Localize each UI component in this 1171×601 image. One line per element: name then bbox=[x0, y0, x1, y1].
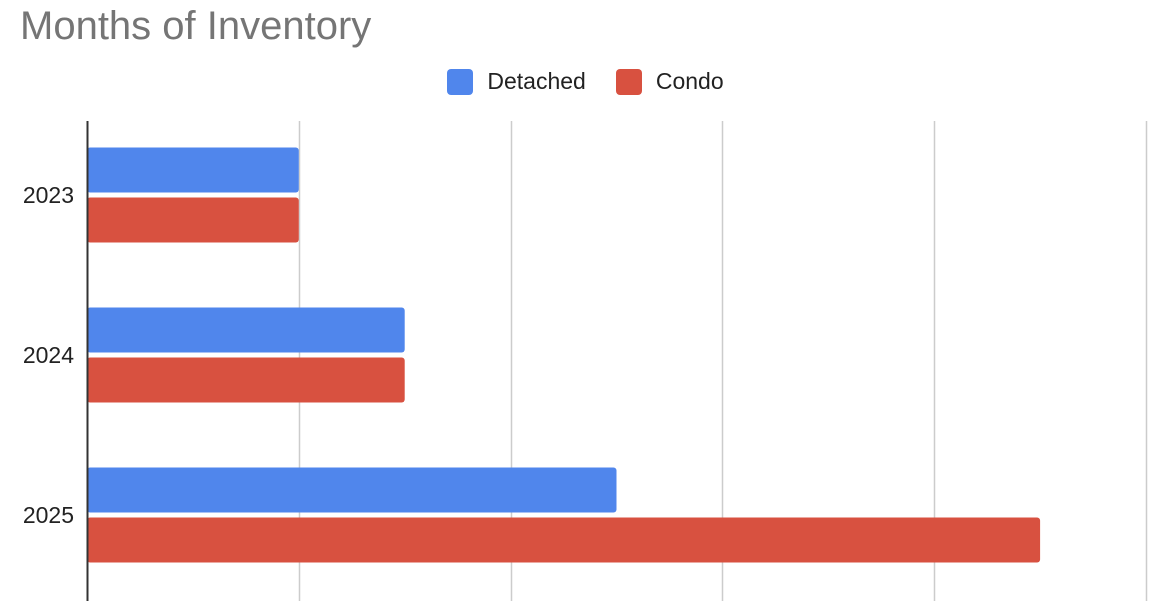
y-tick-label-2024: 2024 bbox=[23, 342, 74, 368]
bar-condo-2025 bbox=[87, 517, 1041, 563]
legend-label-detached: Detached bbox=[487, 68, 586, 94]
legend-label-condo: Condo bbox=[655, 68, 724, 94]
chart-title: Months of Inventory bbox=[20, 4, 372, 48]
bar-condo-2024 bbox=[87, 357, 405, 403]
y-tick-label-2023: 2023 bbox=[23, 182, 74, 208]
bar-condo-2023 bbox=[87, 197, 299, 243]
bar-detached-2024 bbox=[87, 307, 405, 353]
legend-swatch-condo bbox=[615, 68, 642, 95]
y-tick-label-2025: 2025 bbox=[23, 502, 74, 528]
legend-swatch-detached bbox=[447, 68, 474, 95]
legend-item-detached[interactable]: Detached bbox=[447, 68, 586, 95]
legend-item-condo[interactable]: Condo bbox=[615, 68, 724, 95]
bar-detached-2025 bbox=[87, 467, 617, 513]
bar-detached-2023 bbox=[87, 147, 299, 193]
legend: Detached Condo bbox=[0, 68, 1171, 95]
